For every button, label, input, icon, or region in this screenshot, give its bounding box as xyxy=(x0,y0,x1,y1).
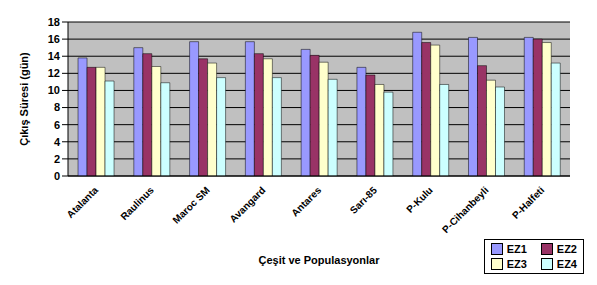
svg-text:6: 6 xyxy=(54,119,60,131)
svg-text:P-Halfeti: P-Halfeti xyxy=(510,184,547,221)
svg-text:Maroc SM: Maroc SM xyxy=(171,184,212,225)
html-text:EZ3: EZ3 xyxy=(506,258,527,270)
svg-text:0: 0 xyxy=(54,170,60,182)
svg-text:14: 14 xyxy=(48,50,61,62)
svg-text:12: 12 xyxy=(48,67,60,79)
svg-text:Sarı-85: Sarı-85 xyxy=(348,184,380,216)
svg-text:Çıkış Süresi (gün): Çıkış Süresi (gün) xyxy=(18,52,30,146)
html-text:EZ2: EZ2 xyxy=(556,243,577,255)
svg-text:Antares: Antares xyxy=(289,184,323,218)
svg-text:8: 8 xyxy=(54,101,60,113)
svg-text:10: 10 xyxy=(48,84,60,96)
svg-text:P-Cihanbeyli: P-Cihanbeyli xyxy=(440,184,491,235)
html-text:EZ1: EZ1 xyxy=(506,243,527,255)
svg-text:Avangard: Avangard xyxy=(227,184,267,224)
svg-text:Atalanta: Atalanta xyxy=(64,184,100,220)
svg-text:4: 4 xyxy=(54,136,61,148)
svg-text:2: 2 xyxy=(54,153,60,165)
html-text:EZ4: EZ4 xyxy=(556,258,577,270)
svg-text:Raulinus: Raulinus xyxy=(118,184,156,222)
svg-text:18: 18 xyxy=(48,16,60,28)
svg-text:Çeşit ve Populasyonlar: Çeşit ve Populasyonlar xyxy=(258,254,380,266)
svg-text:P-Kulu: P-Kulu xyxy=(404,184,435,215)
svg-text:16: 16 xyxy=(48,33,60,45)
